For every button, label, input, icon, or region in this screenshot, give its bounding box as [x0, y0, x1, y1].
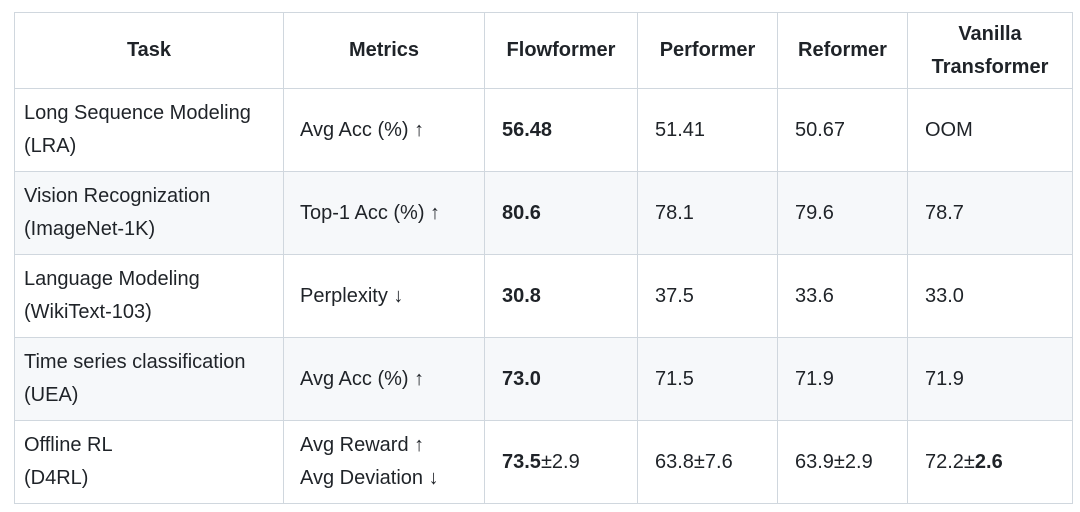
value-cell: 80.6 [484, 171, 638, 255]
value-cell: 50.67 [777, 88, 908, 172]
column-header-metrics: Metrics [283, 12, 485, 89]
column-header-performer: Performer [637, 12, 778, 89]
table-row: Vision Recognization (ImageNet-1K) Top-1 A… [14, 171, 1073, 255]
value-segment: 33.0 [925, 284, 964, 307]
value-segment: 73.0 [502, 367, 541, 390]
value-segment: 56.48 [502, 118, 553, 141]
cell-line: (ImageNet-1K) [24, 218, 156, 240]
cell-line: Top-1 Acc (%) ↑ [300, 201, 441, 224]
value-cell: 63.9±2.9 [777, 420, 908, 504]
value-segment: OOM [925, 118, 973, 141]
value-cell: 33.6 [777, 254, 908, 338]
task-cell: Language Modeling (WikiText-103) [14, 254, 284, 338]
metrics-cell: Perplexity ↓ [283, 254, 485, 338]
cell-line: Vision Recognization [24, 185, 211, 207]
value-cell: 63.8±7.6 [637, 420, 778, 504]
cell-line: (UEA) [24, 384, 79, 406]
value-segment: 50.67 [795, 118, 846, 141]
value-cell: 73.0 [484, 337, 638, 421]
value-cell: OOM [907, 88, 1073, 172]
value-cell: 78.7 [907, 171, 1073, 255]
cell-line: (LRA) [24, 135, 77, 157]
task-cell: Time series classification (UEA) [14, 337, 284, 421]
value-segment: 79.6 [795, 201, 834, 224]
value-cell: 37.5 [637, 254, 778, 338]
value-cell: 56.48 [484, 88, 638, 172]
column-header-reformer: Reformer [777, 12, 908, 89]
value-cell: 73.5±2.9 [484, 420, 638, 504]
value-cell: 33.0 [907, 254, 1073, 338]
value-cell: 72.2±2.6 [907, 420, 1073, 504]
metrics-cell: Top-1 Acc (%) ↑ [283, 171, 485, 255]
cell-line: Avg Acc (%) ↑ [300, 367, 425, 390]
value-segment: 80.6 [502, 201, 541, 224]
metrics-cell: Avg Acc (%) ↑ [283, 88, 485, 172]
value-segment: 71.9 [925, 367, 964, 390]
value-segment: 63.8±7.6 [655, 450, 733, 473]
results-table-container: Task Metrics Flowformer Performer Reformer Va… [14, 12, 1073, 504]
task-cell: Long Sequence Modeling (LRA) [14, 88, 284, 172]
value-segment: ±2.9 [540, 450, 580, 473]
value-segment: 73.5 [502, 450, 541, 473]
value-segment: 33.6 [795, 284, 834, 307]
value-segment: 71.5 [655, 367, 694, 390]
column-header-vanilla-transformer: Vanilla Transformer [907, 12, 1073, 89]
cell-line: (WikiText-103) [24, 301, 152, 323]
value-segment: 30.8 [502, 284, 541, 307]
value-segment: 37.5 [655, 284, 694, 307]
model-comparison-table: Task Metrics Flowformer Performer Reformer Va… [14, 12, 1073, 504]
value-segment: 71.9 [795, 367, 834, 390]
value-segment: 78.1 [655, 201, 694, 224]
value-segment: 2.6 [974, 450, 1003, 473]
table-header: Task Metrics Flowformer Performer Reformer Va… [14, 12, 1073, 89]
value-segment: 51.41 [655, 118, 706, 141]
value-segment: 78.7 [925, 201, 964, 224]
value-cell: 78.1 [637, 171, 778, 255]
column-header-task: Task [14, 12, 284, 89]
metrics-cell: Avg Reward ↑ Avg Deviation ↓ [283, 420, 485, 504]
value-cell: 51.41 [637, 88, 778, 172]
task-cell: Vision Recognization (ImageNet-1K) [14, 171, 284, 255]
table-row: Long Sequence Modeling (LRA) Avg Acc (%) ↑… [14, 88, 1073, 172]
value-cell: 71.5 [637, 337, 778, 421]
cell-line: Avg Reward ↑ [300, 434, 425, 456]
cell-line: (D4RL) [24, 467, 89, 489]
table-row: Language Modeling (WikiText-103) Perplexit… [14, 254, 1073, 338]
column-header-flowformer: Flowformer [484, 12, 638, 89]
cell-line: Language Modeling [24, 268, 200, 290]
table-row: Time series classification (UEA) Avg Acc (… [14, 337, 1073, 421]
value-segment: 72.2± [925, 450, 975, 473]
metrics-cell: Avg Acc (%) ↑ [283, 337, 485, 421]
cell-line: Time series classification [24, 351, 246, 373]
value-cell: 79.6 [777, 171, 908, 255]
value-cell: 30.8 [484, 254, 638, 338]
table-header-row: Task Metrics Flowformer Performer Reformer Va… [14, 12, 1073, 89]
table-row: Offline RL (D4RL) Avg Reward ↑ Avg Deviatio… [14, 420, 1073, 504]
task-cell: Offline RL (D4RL) [14, 420, 284, 504]
table-body: Long Sequence Modeling (LRA) Avg Acc (%) ↑… [14, 88, 1073, 504]
value-cell: 71.9 [777, 337, 908, 421]
value-cell: 71.9 [907, 337, 1073, 421]
cell-line: Long Sequence Modeling [24, 102, 251, 124]
value-segment: 63.9±2.9 [795, 450, 873, 473]
cell-line: Avg Acc (%) ↑ [300, 118, 425, 141]
cell-line: Avg Deviation ↓ [300, 467, 439, 489]
cell-line: Perplexity ↓ [300, 284, 404, 307]
cell-line: Offline RL [24, 434, 113, 456]
